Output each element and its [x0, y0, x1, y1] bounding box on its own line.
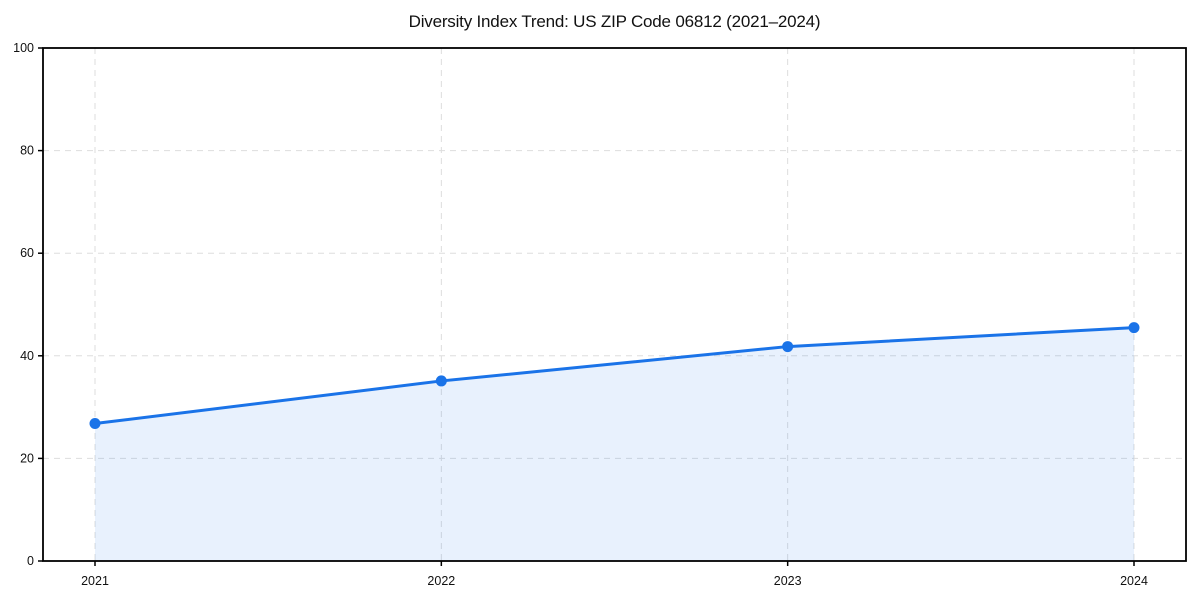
data-point-marker — [1128, 322, 1140, 334]
x-tick-label: 2021 — [81, 574, 109, 588]
y-tick-label: 20 — [20, 451, 34, 465]
area-fill — [95, 327, 1134, 561]
y-tick-label: 80 — [20, 144, 34, 158]
y-tick-label: 100 — [13, 41, 34, 55]
data-line — [93, 326, 1136, 426]
data-point-marker — [89, 418, 101, 430]
x-tick-label: 2024 — [1120, 574, 1148, 588]
x-tick-label: 2023 — [774, 574, 802, 588]
x-tick-label: 2022 — [427, 574, 455, 588]
y-tick-label: 60 — [20, 246, 34, 260]
chart-title: Diversity Index Trend: US ZIP Code 06812… — [408, 12, 821, 31]
plot-border — [42, 47, 1187, 562]
y-tick-label: 0 — [27, 554, 34, 568]
y-tick-label: 40 — [20, 349, 34, 363]
data-point-marker — [782, 341, 794, 353]
data-point-marker — [435, 375, 447, 387]
